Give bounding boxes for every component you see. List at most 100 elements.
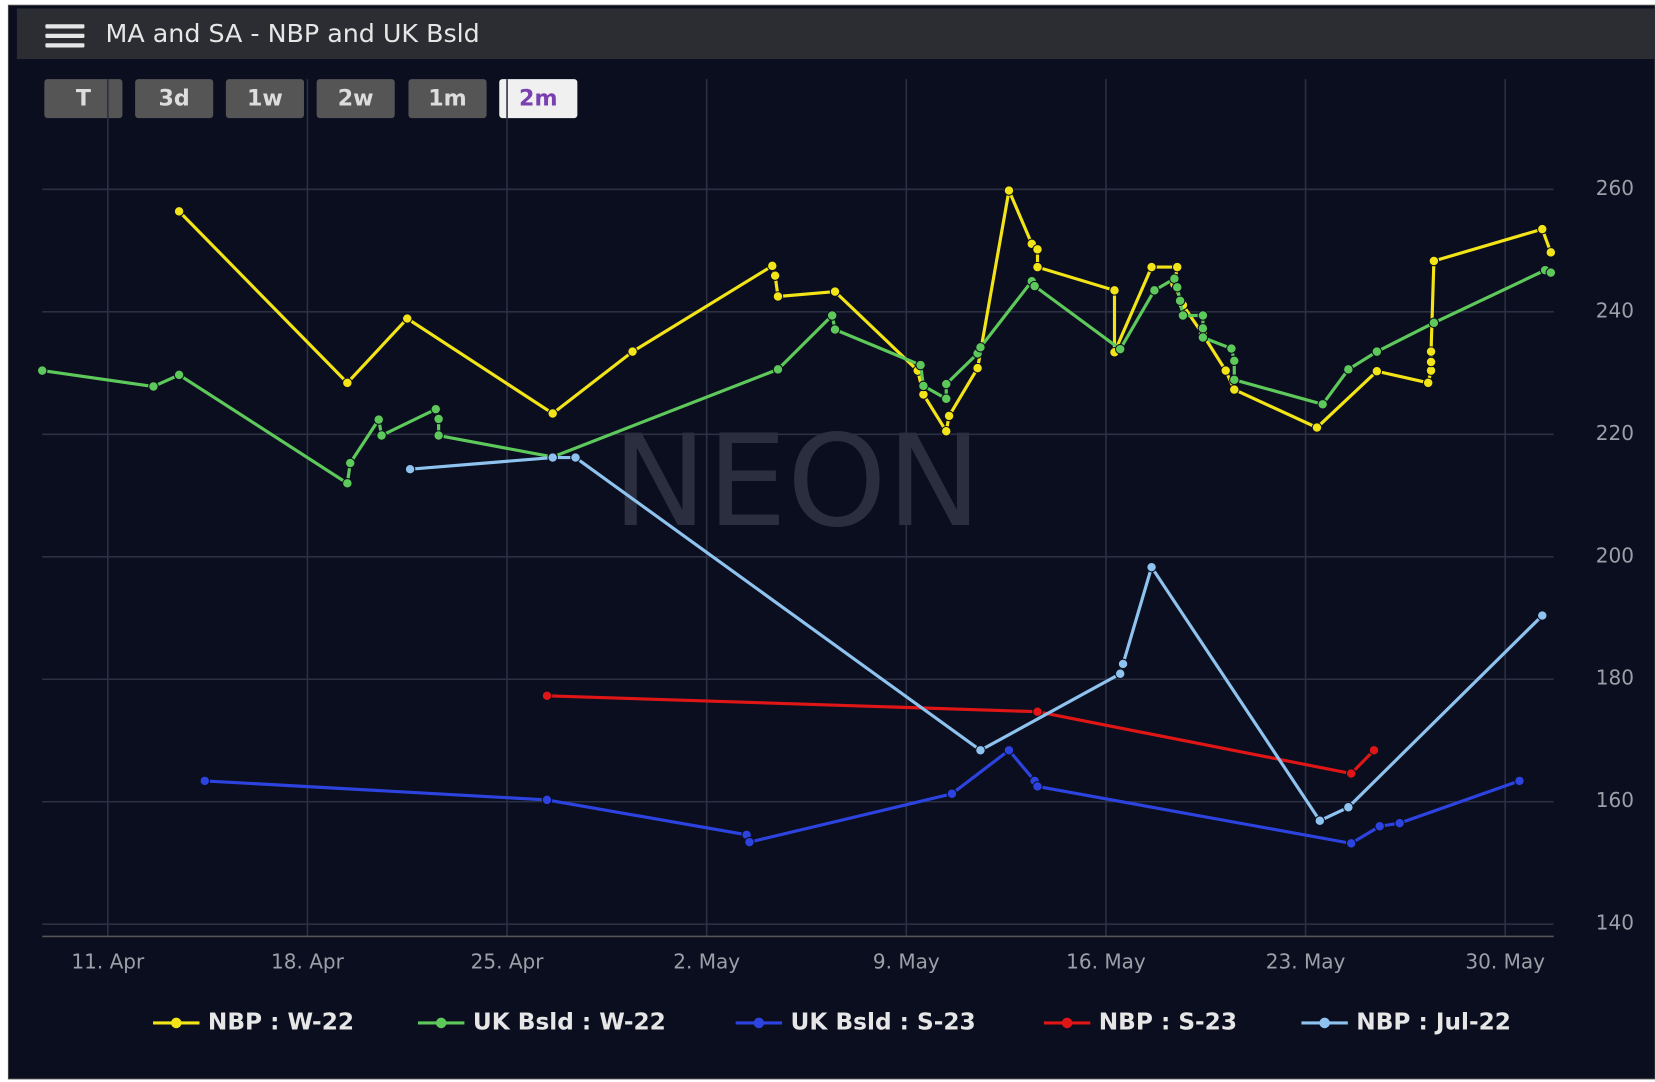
- data-point: [975, 342, 986, 353]
- range-button[interactable]: T: [44, 79, 123, 119]
- data-point: [376, 430, 387, 441]
- x-tick-label: 11. Apr: [71, 949, 145, 973]
- x-tick-label: 16. May: [1066, 949, 1146, 973]
- data-point: [1109, 285, 1120, 296]
- data-point: [1536, 610, 1548, 621]
- data-point: [1197, 323, 1209, 334]
- legend-item[interactable]: NBP : Jul-22: [1301, 1008, 1511, 1035]
- data-point: [1394, 817, 1405, 829]
- data-point: [829, 286, 841, 297]
- data-point: [1169, 273, 1180, 285]
- data-point: [1343, 801, 1354, 813]
- data-point: [943, 410, 955, 422]
- x-tick-label: 30. May: [1465, 949, 1545, 973]
- data-point: [1032, 706, 1043, 717]
- data-point: [547, 452, 558, 463]
- y-tick-label: 140: [1596, 911, 1634, 935]
- data-point: [1228, 374, 1240, 386]
- data-point: [1368, 745, 1380, 756]
- data-point: [1114, 668, 1126, 680]
- legend-label: NBP : Jul-22: [1356, 1008, 1511, 1035]
- data-point: [1345, 838, 1357, 849]
- data-point: [1374, 820, 1385, 832]
- range-button-bg: [135, 79, 214, 119]
- legend-item[interactable]: UK Bsld : S-23: [735, 1008, 976, 1035]
- data-point: [1003, 185, 1015, 196]
- range-button[interactable]: 2w: [316, 79, 395, 119]
- data-point: [1171, 261, 1183, 273]
- range-button-bg: [316, 79, 395, 119]
- legend-item[interactable]: NBP : W-22: [153, 1008, 354, 1035]
- data-point: [1371, 365, 1383, 377]
- y-tick-label: 160: [1596, 788, 1634, 812]
- range-button-bg: [44, 79, 123, 119]
- data-point: [975, 745, 986, 756]
- legend-marker: [435, 1017, 447, 1029]
- data-point: [570, 452, 581, 463]
- range-button-bg: [408, 79, 487, 119]
- data-point: [772, 364, 784, 375]
- data-point: [1220, 365, 1231, 376]
- chart-title: MA and SA - NBP and UK Bsld: [106, 18, 480, 48]
- y-tick-label: 240: [1596, 298, 1634, 322]
- data-point: [433, 430, 444, 441]
- data-point: [1514, 775, 1525, 787]
- series-line: [546, 694, 1376, 776]
- data-point: [1345, 768, 1357, 779]
- range-button[interactable]: 1m: [408, 79, 487, 119]
- range-button[interactable]: 2m: [499, 79, 578, 119]
- data-point: [829, 324, 841, 335]
- legend-marker: [1061, 1017, 1073, 1029]
- legend-marker: [1319, 1017, 1330, 1029]
- data-point: [148, 381, 159, 392]
- data-point: [946, 788, 958, 800]
- header: [16, 8, 1655, 60]
- data-point: [1422, 377, 1434, 389]
- data-point: [342, 377, 353, 389]
- data-point: [1146, 561, 1157, 573]
- data-point: [772, 291, 784, 302]
- data-point: [918, 380, 929, 392]
- legend-item[interactable]: NBP : S-23: [1043, 1008, 1237, 1035]
- data-point: [199, 775, 211, 787]
- data-point: [173, 369, 185, 381]
- data-point: [1343, 364, 1354, 375]
- legend-label: UK Bsld : W-22: [473, 1008, 666, 1035]
- data-point: [173, 206, 185, 217]
- range-button-label: 3d: [159, 86, 190, 112]
- data-point: [1032, 261, 1043, 273]
- data-point: [342, 478, 353, 489]
- data-point: [1177, 310, 1189, 321]
- data-point: [541, 690, 553, 702]
- range-button[interactable]: 1w: [225, 79, 304, 119]
- data-point: [1226, 343, 1237, 354]
- range-button-bg: [225, 79, 304, 119]
- data-point: [1197, 332, 1209, 343]
- data-point: [1146, 261, 1157, 273]
- data-point: [1314, 815, 1326, 826]
- data-point: [1032, 244, 1043, 255]
- data-point: [915, 359, 926, 371]
- y-tick-label: 220: [1596, 421, 1634, 445]
- data-point: [1425, 356, 1437, 368]
- range-button[interactable]: 3d: [135, 79, 214, 119]
- data-point: [826, 310, 838, 321]
- y-tick-label: 200: [1596, 543, 1634, 567]
- data-point: [1003, 745, 1015, 756]
- data-point: [1428, 255, 1440, 267]
- data-point: [972, 362, 983, 374]
- data-point: [1174, 295, 1186, 307]
- legend-item[interactable]: UK Bsld : W-22: [417, 1008, 666, 1035]
- data-point: [1317, 399, 1328, 410]
- data-point: [1425, 346, 1437, 357]
- menu-icon[interactable]: [45, 24, 85, 48]
- range-button-label: 1m: [428, 86, 467, 112]
- x-tick-label: 9. May: [873, 949, 940, 973]
- data-point: [767, 260, 778, 272]
- data-point: [541, 794, 553, 806]
- data-point: [1228, 355, 1240, 367]
- data-point: [547, 408, 558, 419]
- watermark: NEON: [612, 407, 981, 555]
- data-point: [1149, 285, 1160, 296]
- legend-label: NBP : W-22: [208, 1008, 354, 1035]
